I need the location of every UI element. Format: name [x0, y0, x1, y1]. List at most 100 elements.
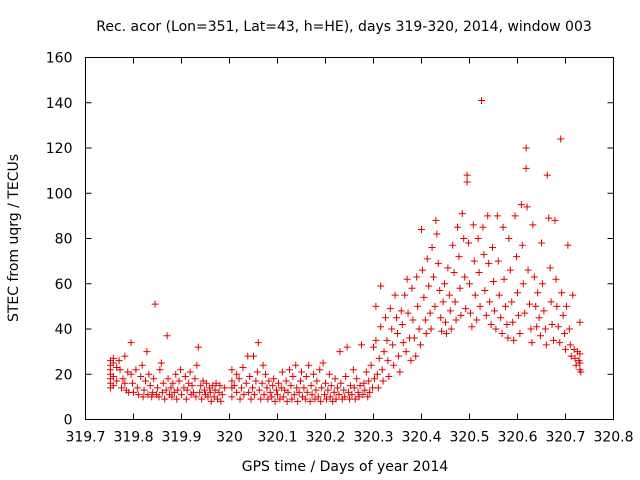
- data-point: [382, 314, 389, 322]
- data-point: [257, 395, 265, 403]
- data-point: [183, 386, 191, 394]
- data-point: [418, 225, 425, 233]
- data-point: [442, 330, 450, 338]
- data-point: [145, 370, 153, 378]
- data-point: [434, 259, 442, 267]
- data-point: [417, 341, 425, 349]
- y-tick-label: 100: [46, 186, 73, 202]
- data-point: [260, 391, 268, 399]
- data-point: [284, 388, 292, 396]
- data-point: [240, 391, 248, 399]
- data-point: [250, 352, 257, 360]
- data-point: [490, 307, 498, 315]
- data-point: [523, 203, 531, 211]
- data-point: [543, 171, 551, 179]
- data-point: [422, 330, 430, 338]
- data-point: [190, 388, 197, 396]
- data-point: [264, 395, 272, 403]
- y-tick-label: 40: [55, 322, 73, 338]
- x-tick-label: 320.8: [593, 430, 633, 446]
- data-point: [188, 382, 196, 390]
- data-point: [349, 366, 357, 374]
- data-point: [554, 323, 562, 331]
- data-point: [174, 386, 182, 394]
- data-point: [517, 201, 525, 209]
- data-point: [468, 323, 476, 331]
- data-point: [221, 384, 229, 392]
- data-point: [246, 373, 254, 381]
- x-tick-label: 319.9: [161, 430, 201, 446]
- data-point: [391, 291, 399, 299]
- data-point: [308, 391, 316, 399]
- data-point: [238, 384, 245, 392]
- data-point: [566, 341, 574, 349]
- data-point: [359, 391, 367, 399]
- data-point: [499, 223, 507, 231]
- data-point: [567, 352, 575, 360]
- data-point: [433, 230, 441, 238]
- data-point: [509, 318, 517, 326]
- data-point: [380, 348, 388, 356]
- data-point: [142, 377, 149, 385]
- data-point: [247, 395, 255, 403]
- data-point: [154, 384, 161, 392]
- data-point: [270, 375, 278, 383]
- data-point: [354, 388, 362, 396]
- data-point: [343, 343, 351, 351]
- data-point: [172, 370, 180, 378]
- data-point: [546, 264, 554, 272]
- data-point: [218, 391, 226, 399]
- data-point: [149, 388, 157, 396]
- data-point: [510, 336, 518, 344]
- data-point: [476, 302, 484, 310]
- data-point: [216, 382, 224, 390]
- data-point: [489, 244, 497, 252]
- data-point: [252, 377, 260, 385]
- data-point: [398, 320, 406, 328]
- data-point: [159, 379, 167, 387]
- data-point: [350, 384, 358, 392]
- data-point: [487, 320, 495, 328]
- data-point: [426, 309, 434, 317]
- data-point: [317, 397, 325, 405]
- data-point: [480, 250, 488, 258]
- data-point: [377, 282, 385, 290]
- data-point: [235, 375, 243, 383]
- data-point: [233, 388, 241, 396]
- data-point: [482, 311, 490, 319]
- data-point: [556, 339, 564, 347]
- data-point: [169, 379, 177, 387]
- data-point: [132, 366, 140, 374]
- data-point: [269, 382, 277, 390]
- data-point: [319, 359, 327, 367]
- data-point: [550, 336, 557, 344]
- x-tick-label: 320.4: [401, 430, 441, 446]
- data-point: [538, 280, 546, 288]
- data-point: [378, 366, 386, 374]
- data-point: [297, 377, 305, 385]
- data-point: [413, 273, 421, 281]
- data-point: [522, 144, 530, 152]
- data-point: [465, 239, 473, 247]
- data-point: [454, 223, 461, 231]
- data-point: [361, 386, 369, 394]
- data-point: [353, 375, 361, 383]
- data-point: [290, 391, 298, 399]
- data-point: [288, 395, 296, 403]
- data-point: [430, 273, 437, 281]
- data-point: [150, 375, 158, 383]
- data-point: [456, 284, 464, 292]
- data-point: [537, 332, 545, 340]
- data-point: [410, 334, 418, 342]
- data-point: [300, 384, 308, 392]
- data-point: [204, 393, 212, 401]
- data-point: [370, 375, 378, 383]
- data-point: [250, 391, 258, 399]
- data-point: [552, 275, 560, 283]
- data-point: [418, 266, 426, 274]
- data-point: [236, 395, 244, 403]
- data-point: [186, 368, 194, 376]
- data-point: [478, 96, 485, 104]
- data-point: [182, 395, 190, 403]
